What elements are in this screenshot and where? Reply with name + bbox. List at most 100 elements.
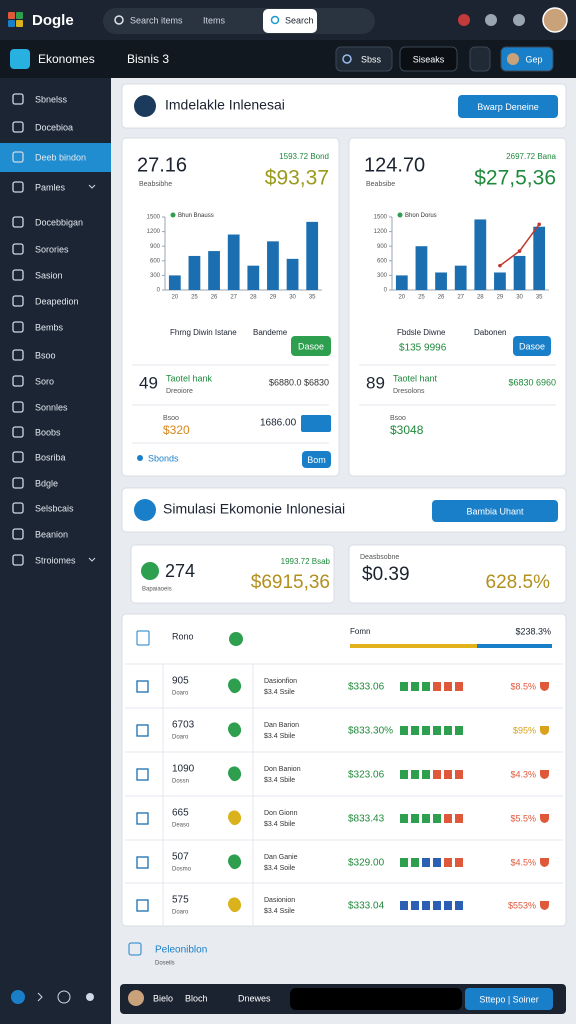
detail-label: Bsoo	[390, 415, 406, 422]
button[interactable]	[432, 500, 558, 522]
bottom-item[interactable]: Dnewes	[238, 993, 271, 1003]
section-title: Imdelakle Inlenesai	[165, 97, 285, 113]
panel-delta: 2697.72 Bana	[506, 152, 556, 161]
table-header: Fomn	[350, 627, 370, 636]
sidebar-item[interactable]: Sasion	[35, 270, 63, 280]
button[interactable]	[465, 988, 553, 1010]
sidebar-item[interactable]: Bosriba	[35, 452, 66, 462]
sidebar-item[interactable]: Bembs	[35, 322, 64, 332]
bottom-item[interactable]: Bloch	[185, 993, 208, 1003]
x-tick-label: 28	[250, 295, 257, 301]
row-badge	[540, 770, 549, 779]
checkbox[interactable]	[136, 812, 149, 825]
sidebar-item[interactable]: Bsoo	[35, 350, 56, 360]
sidebar-icon	[12, 121, 24, 133]
card	[348, 137, 567, 477]
chevron	[88, 184, 96, 189]
sidebar-item[interactable]: Docebbigan	[35, 217, 83, 227]
help-icon[interactable]	[513, 14, 525, 26]
search-scope: Items	[203, 15, 226, 25]
stat-delta: 1993.72 Bsab	[281, 557, 331, 566]
footer-sub: Doseils	[155, 961, 175, 967]
sidebar-item[interactable]: Docebioa	[35, 122, 73, 132]
sidebar-item[interactable]: Boobs	[35, 427, 61, 437]
row-value: $833.43	[348, 814, 385, 825]
search-button[interactable]	[263, 9, 317, 33]
settings-icon[interactable]	[485, 14, 497, 26]
sidebar-item[interactable]: Deapedion	[35, 296, 79, 306]
checkbox[interactable]	[136, 856, 149, 869]
checkbox[interactable]	[136, 768, 149, 781]
checkbox[interactable]	[136, 899, 149, 912]
row-id: 575	[172, 895, 189, 906]
legend-label: Bhon Dorus	[405, 213, 437, 219]
sidebar-icon	[12, 451, 24, 463]
row-id: 665	[172, 808, 189, 819]
sidebar-icon	[12, 93, 24, 105]
bottom-input[interactable]	[290, 988, 462, 1010]
checkbox[interactable]	[136, 724, 149, 737]
sidebar-bottom-icon[interactable]	[86, 993, 94, 1001]
progress-a	[350, 644, 477, 648]
status-block	[455, 814, 463, 823]
sidebar-item[interactable]: Beanion	[35, 529, 68, 539]
app-button[interactable]	[399, 46, 458, 72]
app-icon	[10, 49, 30, 69]
status-block	[400, 814, 408, 823]
detail-button[interactable]	[301, 415, 331, 432]
row-name: Taotel hank	[166, 373, 213, 383]
y-tick-label: 300	[377, 273, 388, 279]
checkbox[interactable]	[136, 680, 149, 693]
sidebar-item[interactable]: Soro	[35, 376, 54, 386]
notification-icon[interactable]	[458, 14, 470, 26]
sidebar-item[interactable]: Sbnelss	[35, 94, 68, 104]
button[interactable]	[458, 95, 558, 118]
bar	[188, 255, 201, 290]
sidebar-bottom-icon[interactable]	[11, 990, 25, 1004]
sidebar-bottom-chevron[interactable]	[37, 992, 43, 1002]
app-button[interactable]	[335, 46, 393, 72]
button[interactable]	[291, 336, 331, 356]
button[interactable]	[302, 451, 331, 468]
x-tick-label: 30	[289, 295, 296, 301]
share-button[interactable]	[469, 46, 491, 72]
status-block	[411, 858, 419, 867]
line-point	[517, 249, 522, 253]
row-desc: Don Gionn	[264, 810, 298, 817]
sidebar-item[interactable]: Sorories	[35, 244, 69, 254]
sidebar-item[interactable]: Selsbcais	[35, 503, 74, 513]
sidebar-item[interactable]: Pamles	[35, 182, 66, 192]
button-label: Bom	[307, 455, 326, 465]
button[interactable]	[513, 336, 551, 356]
status-block	[400, 770, 408, 779]
stat-value: $0.39	[362, 564, 410, 585]
sidebar-item[interactable]: Bdgle	[35, 478, 58, 488]
status-block	[411, 726, 419, 735]
status-block	[433, 726, 441, 735]
sidebar-item[interactable]: Sonnles	[35, 402, 68, 412]
detail-figure: 1686.00	[260, 418, 297, 429]
sidebar-item[interactable]: Stroiomes	[35, 555, 76, 565]
sidebar-bottom-icon[interactable]	[57, 990, 71, 1004]
sidebar-icon	[12, 181, 24, 193]
sidebar-icon	[12, 295, 24, 307]
bottom-item[interactable]: Bielo	[153, 993, 173, 1003]
app-button[interactable]	[500, 46, 554, 72]
row-badge	[540, 901, 549, 910]
row-sub: Deaso	[172, 823, 190, 829]
status-block	[444, 726, 452, 735]
row-sub: Doaro	[172, 735, 189, 741]
status-block	[433, 682, 441, 691]
status-block	[422, 901, 430, 910]
row-value: $323.06	[348, 770, 385, 781]
x-tick-label: 26	[438, 295, 445, 301]
checkbox[interactable]	[136, 630, 150, 646]
sidebar-item[interactable]: Deeb bindon	[35, 152, 86, 162]
bar	[286, 258, 299, 290]
row-badge	[540, 814, 549, 823]
y-tick-label: 1500	[374, 215, 388, 221]
avatar[interactable]	[542, 7, 568, 33]
stat-amount: $6915,36	[251, 572, 330, 593]
logo-mark	[16, 20, 23, 27]
